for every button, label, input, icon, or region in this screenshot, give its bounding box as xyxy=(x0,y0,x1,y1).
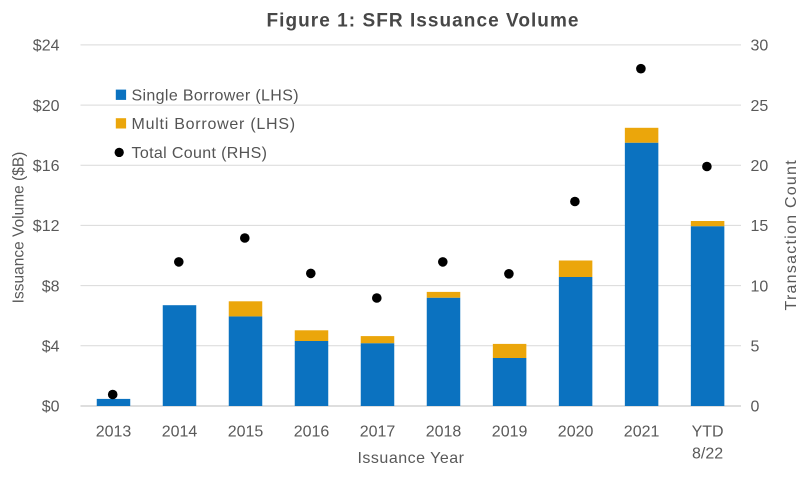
svg-text:10: 10 xyxy=(751,278,769,295)
svg-text:$12: $12 xyxy=(33,218,60,235)
svg-text:2021: 2021 xyxy=(624,424,660,441)
svg-text:0: 0 xyxy=(751,399,760,416)
svg-text:2015: 2015 xyxy=(228,424,264,441)
svg-text:Issuance Year: Issuance Year xyxy=(357,450,464,467)
svg-text:2018: 2018 xyxy=(426,424,462,441)
svg-text:2019: 2019 xyxy=(492,424,528,441)
svg-text:$20: $20 xyxy=(33,98,60,115)
svg-text:$0: $0 xyxy=(42,399,60,416)
svg-text:$24: $24 xyxy=(33,38,60,55)
svg-text:2014: 2014 xyxy=(162,424,198,441)
svg-text:2016: 2016 xyxy=(294,424,330,441)
svg-text:YTD: YTD xyxy=(692,424,724,441)
svg-text:Transaction Count: Transaction Count xyxy=(783,159,800,310)
svg-text:Total Count (RHS): Total Count (RHS) xyxy=(132,145,268,162)
svg-text:15: 15 xyxy=(751,218,769,235)
svg-text:Single Borrower (LHS): Single Borrower (LHS) xyxy=(132,87,299,104)
svg-text:$8: $8 xyxy=(42,278,60,295)
svg-text:30: 30 xyxy=(751,38,769,55)
svg-text:Figure 1: SFR Issuance Volume: Figure 1: SFR Issuance Volume xyxy=(266,10,579,31)
svg-text:Multi Borrower (LHS): Multi Borrower (LHS) xyxy=(132,116,296,133)
svg-text:2013: 2013 xyxy=(96,424,132,441)
svg-text:Issuance Volume ($B): Issuance Volume ($B) xyxy=(11,152,28,304)
svg-text:5: 5 xyxy=(751,339,760,356)
svg-text:20: 20 xyxy=(751,158,769,175)
svg-text:$16: $16 xyxy=(33,158,60,175)
svg-text:$4: $4 xyxy=(42,339,60,356)
svg-text:25: 25 xyxy=(751,98,769,115)
svg-text:2017: 2017 xyxy=(360,424,396,441)
svg-text:8/22: 8/22 xyxy=(692,446,723,463)
svg-text:2020: 2020 xyxy=(558,424,594,441)
